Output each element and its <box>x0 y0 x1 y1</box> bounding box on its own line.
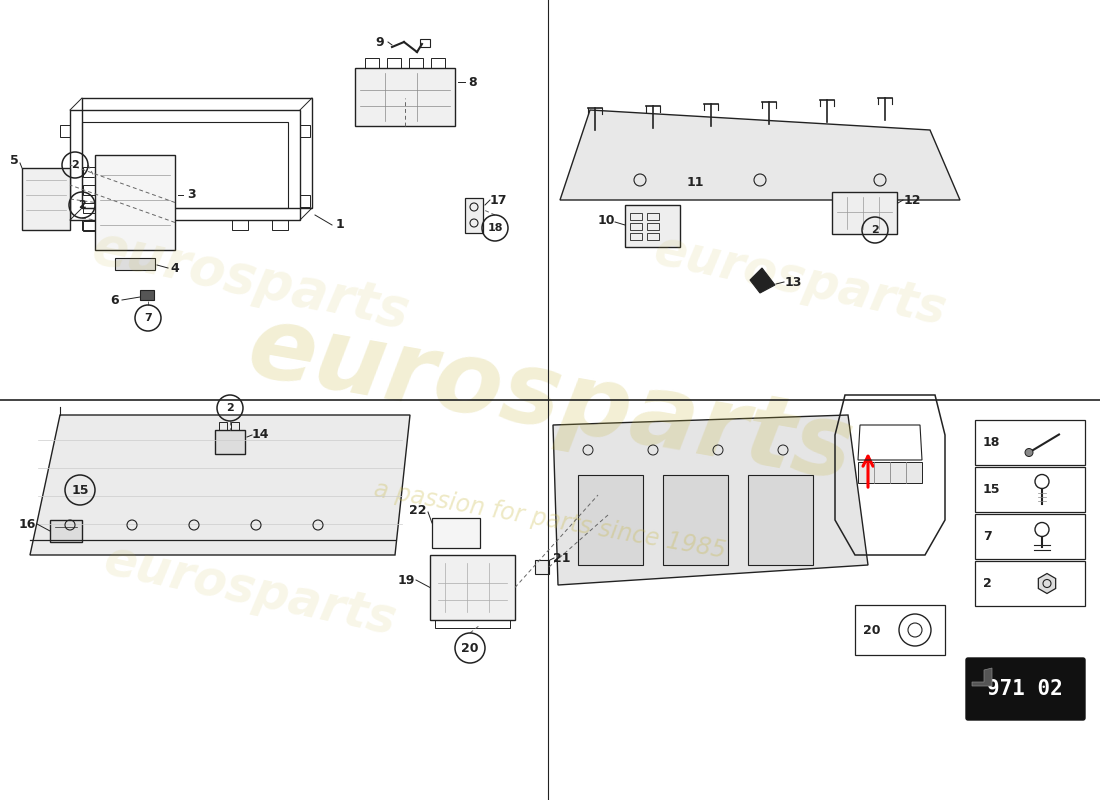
Bar <box>219 422 227 430</box>
Text: 7: 7 <box>983 530 992 543</box>
Bar <box>432 518 480 548</box>
Polygon shape <box>560 110 960 200</box>
Bar <box>272 220 288 230</box>
Bar <box>431 58 446 68</box>
Bar <box>832 192 896 234</box>
Bar <box>647 233 659 240</box>
Bar <box>630 223 642 230</box>
Bar <box>22 168 70 230</box>
Bar <box>214 430 245 454</box>
Text: 19: 19 <box>397 574 415 586</box>
Bar <box>409 58 424 68</box>
Bar <box>140 290 154 300</box>
Text: 4: 4 <box>170 262 179 274</box>
Text: 22: 22 <box>409 503 427 517</box>
Text: 2: 2 <box>227 403 234 413</box>
Circle shape <box>1025 449 1033 457</box>
Bar <box>60 195 70 207</box>
Bar <box>82 185 95 195</box>
Text: 17: 17 <box>490 194 507 206</box>
Text: 1: 1 <box>336 218 344 231</box>
Text: 6: 6 <box>111 294 119 306</box>
Polygon shape <box>553 415 868 585</box>
Text: 9: 9 <box>376 35 384 49</box>
Text: 2: 2 <box>983 577 992 590</box>
Polygon shape <box>1038 574 1056 594</box>
Text: 18: 18 <box>983 436 1000 449</box>
Text: 12: 12 <box>903 194 921 206</box>
Bar <box>365 58 380 68</box>
Bar <box>116 258 155 270</box>
Bar <box>232 220 248 230</box>
Bar <box>50 520 82 542</box>
Bar <box>630 213 642 220</box>
Bar <box>647 223 659 230</box>
Bar <box>420 39 430 47</box>
Text: 21: 21 <box>553 551 571 565</box>
Bar <box>60 125 70 137</box>
Text: 8: 8 <box>469 75 477 89</box>
Text: 15: 15 <box>983 483 1001 496</box>
Bar <box>975 561 1085 606</box>
Bar <box>82 220 98 230</box>
Text: 16: 16 <box>19 518 36 530</box>
Text: 2: 2 <box>72 160 79 170</box>
Bar <box>975 420 1085 465</box>
Text: 5: 5 <box>10 154 19 166</box>
Text: 3: 3 <box>188 189 196 202</box>
Bar <box>975 467 1085 512</box>
Bar <box>748 475 813 565</box>
Bar <box>858 462 922 483</box>
Polygon shape <box>750 268 776 293</box>
Text: eurosparts: eurosparts <box>87 221 414 339</box>
Text: a passion for parts since 1985: a passion for parts since 1985 <box>372 477 728 563</box>
Text: 11: 11 <box>686 175 704 189</box>
Bar <box>231 422 239 430</box>
Polygon shape <box>972 668 992 686</box>
Bar <box>578 475 644 565</box>
Bar <box>82 203 95 213</box>
Bar <box>465 198 483 233</box>
Bar <box>535 560 549 574</box>
Bar <box>430 555 515 620</box>
Bar <box>122 220 138 230</box>
FancyBboxPatch shape <box>966 658 1085 720</box>
Text: eurosparts: eurosparts <box>99 535 400 645</box>
Bar <box>82 167 95 177</box>
Text: 971 02: 971 02 <box>987 679 1063 699</box>
Text: 2: 2 <box>871 225 879 235</box>
Text: 20: 20 <box>461 642 478 654</box>
Bar <box>975 514 1085 559</box>
Bar <box>355 68 455 126</box>
Bar <box>300 125 310 137</box>
Text: 18: 18 <box>487 223 503 233</box>
Text: 2: 2 <box>78 200 86 210</box>
Bar <box>630 233 642 240</box>
Text: eurosparts: eurosparts <box>240 299 860 501</box>
Text: 10: 10 <box>597 214 615 226</box>
Bar <box>625 205 680 247</box>
Bar <box>647 213 659 220</box>
Bar <box>95 155 175 250</box>
Text: 7: 7 <box>144 313 152 323</box>
Bar <box>82 221 95 231</box>
Text: eurosparts: eurosparts <box>649 226 950 334</box>
Bar <box>387 58 402 68</box>
Text: 20: 20 <box>864 623 880 637</box>
Bar <box>855 605 945 655</box>
Bar <box>663 475 728 565</box>
Text: 13: 13 <box>784 275 802 289</box>
Polygon shape <box>30 415 410 555</box>
Text: 15: 15 <box>72 483 89 497</box>
Text: 14: 14 <box>251 429 268 442</box>
Bar <box>434 620 510 628</box>
Bar <box>300 195 310 207</box>
